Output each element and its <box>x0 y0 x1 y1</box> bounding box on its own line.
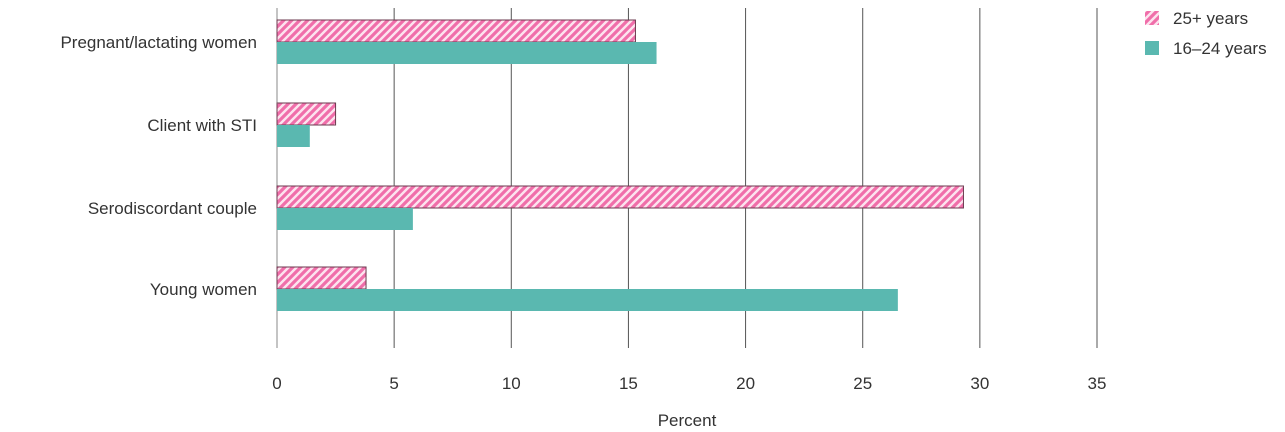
category-label-client-with-sti: Client with STI <box>147 116 257 135</box>
x-tick-label-10: 10 <box>502 374 521 393</box>
category-label-young-women: Young women <box>150 280 257 299</box>
bar-young-women-25-years <box>276 266 367 290</box>
bar-client-with-sti-25-years <box>276 102 337 126</box>
x-tick-label-15: 15 <box>619 374 638 393</box>
grid-lines <box>276 8 1098 348</box>
bar-serodiscordant-couple-16-24-years <box>277 208 413 230</box>
bar-serodiscordant-couple-25-years <box>276 185 964 209</box>
bar-pregnant-lactating-women-25-years <box>276 19 636 43</box>
bars <box>276 19 964 311</box>
legend: 25+ years 16–24 years <box>1145 9 1267 58</box>
category-label-pregnant-lactating-women: Pregnant/lactating women <box>60 33 257 52</box>
legend-swatch-25-years <box>1145 11 1159 25</box>
x-tick-label-20: 20 <box>736 374 755 393</box>
x-tick-label-25: 25 <box>853 374 872 393</box>
legend-label-25-years: 25+ years <box>1173 9 1248 28</box>
x-tick-labels: 0 5 10 15 20 25 30 35 <box>272 374 1106 393</box>
category-label-serodiscordant-couple: Serodiscordant couple <box>88 199 257 218</box>
x-tick-label-5: 5 <box>389 374 398 393</box>
x-axis-title: Percent <box>658 411 717 430</box>
x-tick-label-30: 30 <box>970 374 989 393</box>
bar-pregnant-lactating-women-16-24-years <box>277 42 657 64</box>
legend-label-16-24-years: 16–24 years <box>1173 39 1267 58</box>
bar-young-women-16-24-years <box>277 289 898 311</box>
category-labels: Pregnant/lactating women Client with STI S… <box>60 33 257 299</box>
x-tick-label-0: 0 <box>272 374 281 393</box>
x-tick-label-35: 35 <box>1088 374 1107 393</box>
bar-client-with-sti-16-24-years <box>277 125 310 147</box>
legend-swatch-16-24-years <box>1145 41 1159 55</box>
